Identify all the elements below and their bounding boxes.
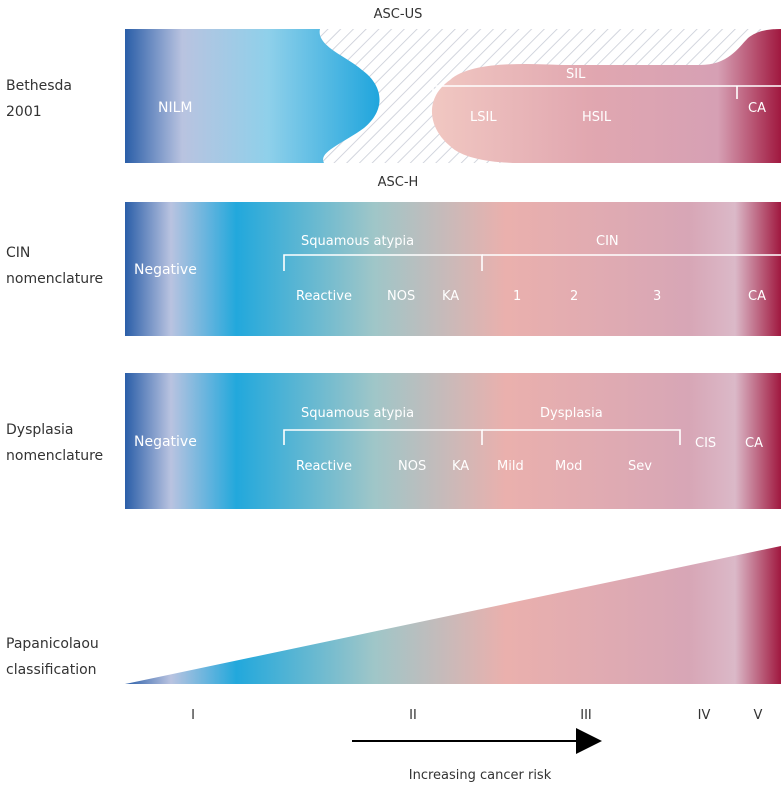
dysplasia-mild-label: Mild <box>497 459 524 474</box>
dysplasia-sev-label: Sev <box>628 459 652 474</box>
hsil-label: HSIL <box>582 110 612 125</box>
dysplasia-mod-label: Mod <box>555 459 582 474</box>
pap-class-v-label: V <box>754 708 763 723</box>
bethesda-row: Bethesda 2001 ASC-US ASC-H NILM SIL LSIL… <box>6 7 781 190</box>
squamous-atypia-bracket-dysplasia <box>283 429 483 445</box>
dysplasia-negative-label: Negative <box>134 434 197 450</box>
papanicolaou-row-label-line1: Papanicolaou <box>6 636 99 652</box>
cin-grade-1-label: 1 <box>513 289 521 304</box>
risk-arrow-head <box>576 728 602 754</box>
bethesda-sil-region <box>431 29 781 163</box>
squamous-atypia-bracket-cin <box>283 254 483 271</box>
lsil-label: LSIL <box>470 110 497 125</box>
increasing-cancer-risk-caption: Increasing cancer risk <box>409 768 552 783</box>
papanicolaou-risk-wedge <box>125 546 781 684</box>
papanicolaou-row: Papanicolaou classification I II III IV … <box>6 546 781 723</box>
dysplasia-reactive-label: Reactive <box>296 459 352 474</box>
sil-label: SIL <box>566 67 586 82</box>
cin-row-label-line2: nomenclature <box>6 271 103 287</box>
dysplasia-gradient-band <box>125 373 781 509</box>
cancer-risk-arrow: Increasing cancer risk <box>352 728 602 783</box>
dysplasia-ca-label: CA <box>745 436 763 451</box>
cin-squamous-atypia-label: Squamous atypia <box>301 234 414 249</box>
cin-ca-label: CA <box>748 289 766 304</box>
cin-nos-label: NOS <box>387 289 415 304</box>
cin-ka-label: KA <box>442 289 459 304</box>
dysplasia-ka-label: KA <box>452 459 469 474</box>
pap-class-ii-label: II <box>409 708 417 723</box>
bethesda-row-label-line1: Bethesda <box>6 78 72 94</box>
bethesda-ca-label: CA <box>748 101 766 116</box>
dysplasia-heading-label: Dysplasia <box>540 406 603 421</box>
bethesda-row-label-line2: 2001 <box>6 104 42 120</box>
dysplasia-row: Dysplasia nomenclature Negative Squamous… <box>6 373 781 509</box>
cin-reactive-label: Reactive <box>296 289 352 304</box>
cin-grade-2-label: 2 <box>570 289 578 304</box>
cin-grade-3-label: 3 <box>653 289 661 304</box>
dysplasia-row-label-line2: nomenclature <box>6 448 103 464</box>
cin-row-label-line1: CIN <box>6 245 30 261</box>
bethesda-sil-bracket <box>432 85 781 99</box>
pap-class-i-label: I <box>191 708 195 723</box>
pap-class-iv-label: IV <box>698 708 711 723</box>
dysplasia-cis-label: CIS <box>695 436 716 451</box>
dysplasia-row-label-line1: Dysplasia <box>6 422 73 438</box>
cin-row: CIN nomenclature Negative Squamous atypi… <box>6 202 781 336</box>
cin-gradient-band <box>125 202 781 336</box>
asc-us-label: ASC-US <box>374 7 423 22</box>
cin-negative-label: Negative <box>134 262 197 278</box>
dysplasia-squamous-atypia-label: Squamous atypia <box>301 406 414 421</box>
pap-class-iii-label: III <box>580 708 592 723</box>
papanicolaou-row-label-line2: classification <box>6 662 97 678</box>
cin-heading-label: CIN <box>596 234 619 249</box>
bethesda-nilm-region <box>125 29 380 163</box>
dysplasia-bracket <box>482 429 681 445</box>
asc-h-label: ASC-H <box>378 175 419 190</box>
nilm-label: NILM <box>158 100 192 116</box>
dysplasia-nos-label: NOS <box>398 459 426 474</box>
